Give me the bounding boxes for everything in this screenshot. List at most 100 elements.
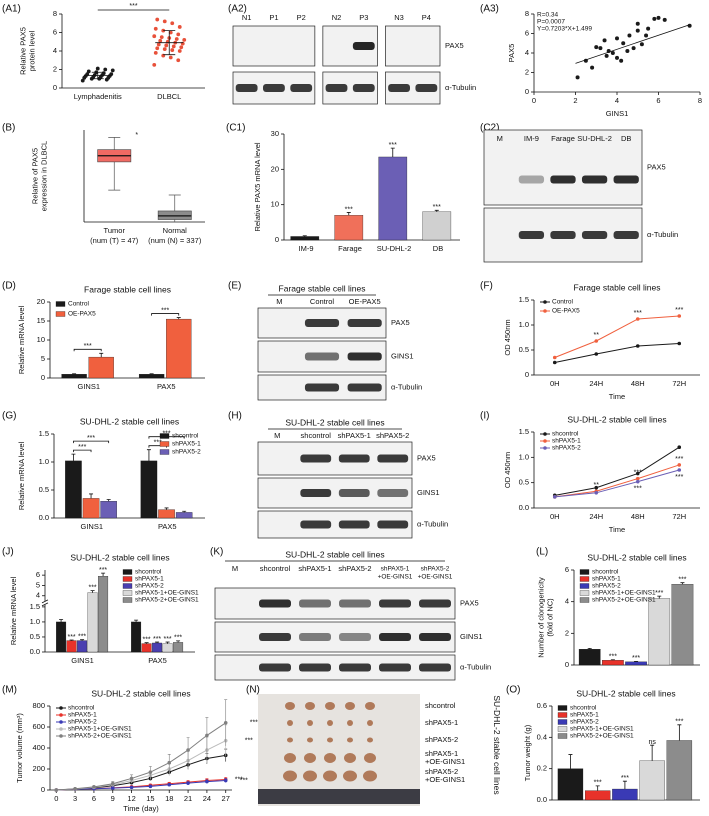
panel-label: (E): [228, 281, 241, 292]
data-point: [186, 781, 190, 785]
lane-label: shcontrol: [260, 564, 291, 573]
chart-title: SU-DHL-2 stable cell lines: [91, 688, 190, 698]
y-tick-label: 6: [53, 27, 57, 36]
significance: ***: [675, 307, 683, 314]
legend-swatch: [557, 712, 568, 718]
chart-title: Farage stable cell lines: [574, 282, 661, 292]
y-tick-label: 1.5: [519, 427, 529, 436]
blot-title: Farage stable cell lines: [279, 283, 366, 293]
error-bar: [677, 724, 682, 741]
y-tick-label: 8: [525, 9, 529, 18]
data-point: [152, 62, 157, 67]
error-bar: [182, 510, 187, 513]
legend-label: shPAX5-1+OE-GINS1: [592, 590, 656, 597]
data-point: [631, 46, 636, 51]
row-label: shcontrol: [425, 701, 456, 710]
error-bar: [390, 147, 395, 157]
y-tick-label: 0.0: [39, 513, 49, 522]
error-bar: [434, 209, 439, 212]
bar: [378, 156, 408, 241]
significance: ***: [675, 719, 683, 726]
panel-label: (C1): [226, 123, 245, 134]
annotation: P=0.0007: [537, 19, 565, 26]
significance: ***: [634, 485, 642, 492]
tumor: [284, 753, 296, 763]
tumor: [367, 720, 373, 726]
data-point: [182, 38, 187, 42]
data-point: [179, 45, 184, 50]
data-point: [148, 784, 153, 789]
y-tick-label: 0: [275, 235, 279, 244]
error-bar: [587, 647, 592, 650]
tumor: [347, 720, 353, 726]
data-point: [110, 781, 115, 786]
x-tick-label: PAX5: [148, 656, 167, 665]
data-point: [627, 33, 632, 38]
y-tick-label: 2: [525, 67, 529, 76]
series-line: [554, 446, 680, 496]
x-axis-label: Time: [609, 525, 625, 534]
row-label: α-Tubulin: [391, 382, 422, 391]
blot-band: [304, 352, 340, 361]
data-point: [594, 485, 599, 490]
lane-label: P4: [422, 13, 431, 22]
data-point: [635, 317, 640, 321]
row-label: α-Tubulin: [417, 519, 448, 528]
y-tick-label: 0: [41, 785, 45, 794]
lane-label: N3: [394, 13, 404, 22]
lane-label: OE-PAX5: [349, 297, 381, 306]
y-tick-label: 200: [32, 764, 45, 773]
blot-band: [304, 319, 340, 327]
significance: ***: [433, 204, 441, 211]
legend-swatch: [557, 719, 568, 725]
legend-marker: [543, 432, 547, 436]
chart-title: Farage stable cell lines: [84, 284, 171, 294]
lane-label: shPAX5-2: [421, 566, 450, 573]
error-bar: [80, 639, 85, 641]
y-tick-label: 1.0: [519, 452, 529, 461]
data-point: [635, 344, 640, 348]
x-tick-label: 3: [73, 794, 77, 803]
photo-background: [258, 694, 420, 806]
lane-label: M: [497, 134, 503, 143]
series-line: [554, 315, 680, 358]
data-point: [644, 33, 649, 38]
y-tick-label: 0.6: [537, 701, 547, 710]
series-line: [56, 722, 227, 791]
data-point: [109, 72, 114, 77]
y-tick-label: 30: [271, 129, 279, 138]
legend-label: shPAX5-2: [68, 719, 97, 726]
box: [157, 210, 192, 220]
significance: ***: [88, 584, 96, 591]
row-label: +OE-GINS1: [425, 757, 465, 766]
tumor: [303, 770, 317, 782]
legend-swatch: [122, 569, 133, 575]
y-axis-label: Relative PAX5: [18, 27, 27, 75]
error-bar: [680, 582, 685, 585]
blot-band: [300, 454, 332, 463]
blot-band: [377, 489, 409, 497]
bar: [175, 512, 193, 519]
data-point: [186, 748, 190, 752]
y-axis-label: Relative mRNA level: [17, 441, 26, 510]
panel-label: (A1): [2, 4, 21, 15]
data-point: [170, 48, 175, 52]
x-tick-label: 12: [127, 794, 135, 803]
bar: [152, 642, 163, 653]
significance: ***: [389, 142, 397, 149]
lane-label: Control: [310, 297, 335, 306]
blot-band: [259, 633, 291, 641]
blot-title: SU-DHL-2 stable cell lines: [285, 417, 384, 427]
significance-bracket: [148, 445, 167, 448]
blot-frame: [214, 621, 456, 653]
error-bar: [176, 317, 181, 320]
significance: ***: [67, 634, 75, 641]
blot-band: [347, 383, 382, 392]
significance: **: [594, 332, 600, 339]
data-point: [162, 47, 167, 52]
bar: [77, 640, 88, 653]
legend-marker: [59, 713, 63, 717]
bar: [138, 374, 165, 379]
data-point: [635, 471, 640, 476]
data-point: [604, 53, 609, 58]
